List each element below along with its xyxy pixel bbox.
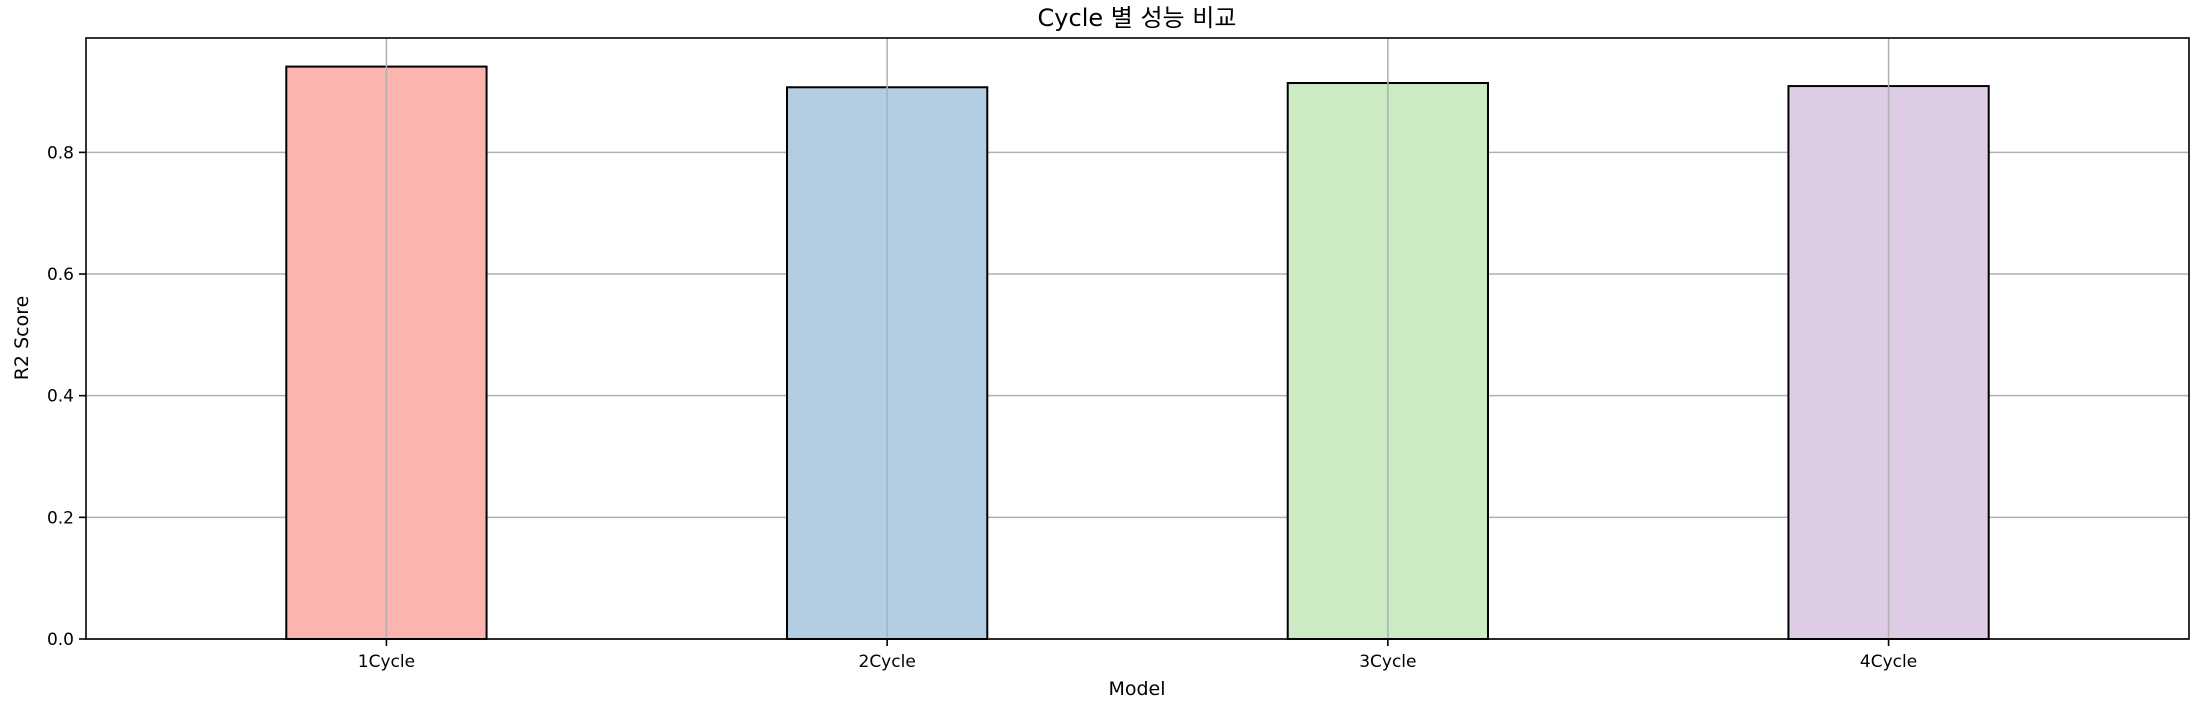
x-tick-label: 2Cycle	[859, 652, 916, 672]
y-axis-label: R2 Score	[11, 296, 33, 381]
y-tick-label: 0.2	[47, 508, 74, 528]
y-tick-label: 0.0	[47, 630, 74, 650]
x-tick-label: 3Cycle	[1359, 652, 1416, 672]
x-tick-label: 1Cycle	[358, 652, 415, 672]
y-tick-label: 0.6	[47, 265, 74, 285]
x-gridlines	[385, 38, 1890, 639]
x-tick-label: 4Cycle	[1860, 652, 1917, 672]
x-axis-label: Model	[1108, 678, 1165, 700]
x-axis-ticks: 1Cycle 2Cycle 3Cycle 4Cycle	[358, 639, 1917, 672]
plot-frame	[85, 37, 2190, 640]
y-tick-label: 0.8	[47, 143, 74, 163]
y-tick-label: 0.4	[47, 387, 74, 407]
y-axis-ticks: 0.0 0.2 0.4 0.6 0.8	[47, 143, 86, 650]
chart-title: Cycle 별 성능 비교	[1038, 4, 1237, 32]
